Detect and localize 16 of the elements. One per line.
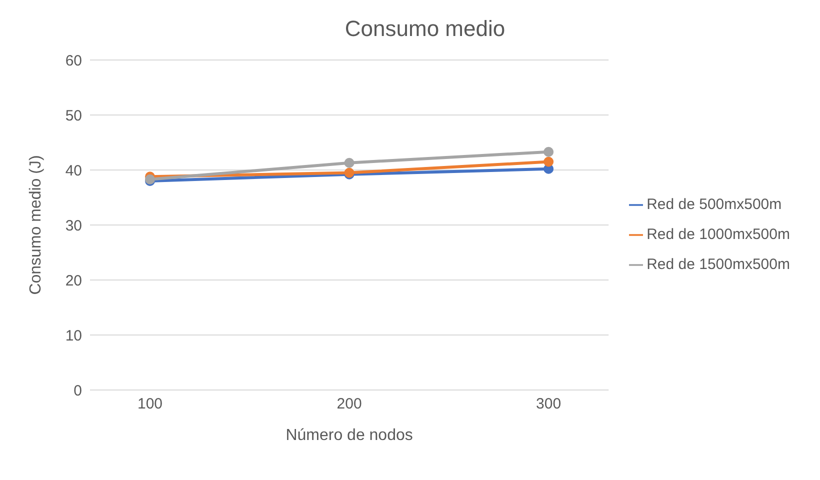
- y-axis-title: Consumo medio (J): [28, 155, 45, 295]
- legend-label: Red de 1500mx500m: [646, 256, 790, 273]
- y-tick-label: 0: [74, 382, 82, 400]
- y-tick-label: 50: [65, 107, 82, 124]
- legend-label: Red de 1000mx500m: [646, 226, 790, 243]
- y-tick-label: 40: [65, 162, 82, 180]
- y-tick-label: 60: [65, 52, 82, 70]
- y-tick-label: 10: [65, 327, 82, 344]
- x-tick-label: 200: [336, 396, 362, 413]
- y-tick-label: 30: [65, 217, 82, 234]
- legend-label: Red de 500mx500m: [646, 196, 782, 213]
- x-tick-label: 300: [536, 396, 562, 413]
- x-tick-label: 100: [137, 396, 163, 413]
- chart-title: Consumo medio: [344, 16, 506, 42]
- x-axis-title: Número de nodos: [286, 427, 413, 444]
- y-tick-label: 20: [65, 272, 82, 290]
